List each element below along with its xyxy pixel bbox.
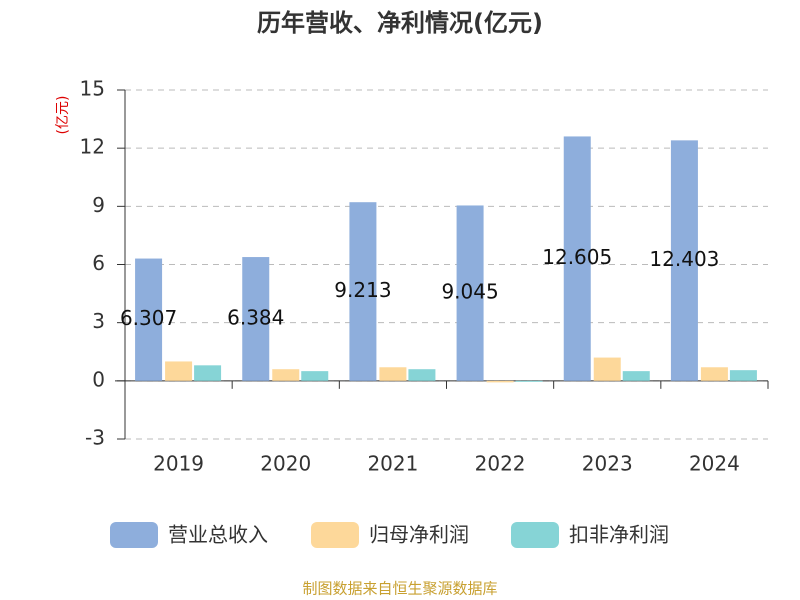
legend-swatch	[311, 522, 359, 548]
x-tick-label: 2020	[260, 452, 311, 476]
bar	[670, 140, 698, 381]
bar	[165, 361, 193, 381]
data-label: 6.384	[227, 305, 284, 329]
bar	[515, 380, 543, 382]
y-axis-label: (亿元)	[55, 96, 71, 135]
bar	[563, 136, 591, 381]
x-tick-label: 2022	[475, 452, 526, 476]
bar	[456, 205, 484, 381]
bar	[486, 380, 514, 383]
bar	[379, 367, 407, 381]
legend-label: 扣非净利润	[569, 523, 669, 547]
x-tick-label: 2019	[153, 452, 204, 476]
y-tick-label: 9	[92, 193, 105, 217]
data-label: 6.307	[120, 306, 177, 330]
data-label: 9.213	[334, 278, 391, 302]
y-tick-label: 15	[80, 77, 105, 101]
y-tick-label: 12	[80, 135, 105, 159]
data-label: 12.403	[649, 247, 719, 271]
legend-label: 营业总收入	[168, 523, 268, 547]
bar	[593, 357, 621, 381]
bar	[408, 369, 436, 381]
data-label: 12.605	[542, 245, 612, 269]
bar	[349, 202, 377, 381]
bar	[301, 371, 329, 381]
bar	[622, 371, 650, 381]
bar	[272, 369, 300, 381]
x-tick-label: 2021	[367, 452, 418, 476]
bar	[700, 367, 728, 381]
bar	[135, 258, 163, 381]
legend-swatch	[110, 522, 158, 548]
x-tick-label: 2023	[582, 452, 633, 476]
y-tick-label: 6	[92, 251, 105, 275]
chart-title: 历年营收、净利情况(亿元)	[257, 9, 543, 37]
data-label: 9.045	[441, 280, 498, 304]
legend-swatch	[511, 522, 559, 548]
legend-label: 归母净利润	[369, 523, 469, 547]
bar	[729, 370, 757, 381]
bar	[242, 257, 270, 381]
y-tick-label: 3	[92, 309, 105, 333]
x-tick-label: 2024	[689, 452, 740, 476]
source-note: 制图数据来自恒生聚源数据库	[302, 580, 497, 598]
bar	[194, 365, 222, 381]
y-tick-label: -3	[85, 426, 105, 450]
y-tick-label: 0	[92, 367, 105, 391]
